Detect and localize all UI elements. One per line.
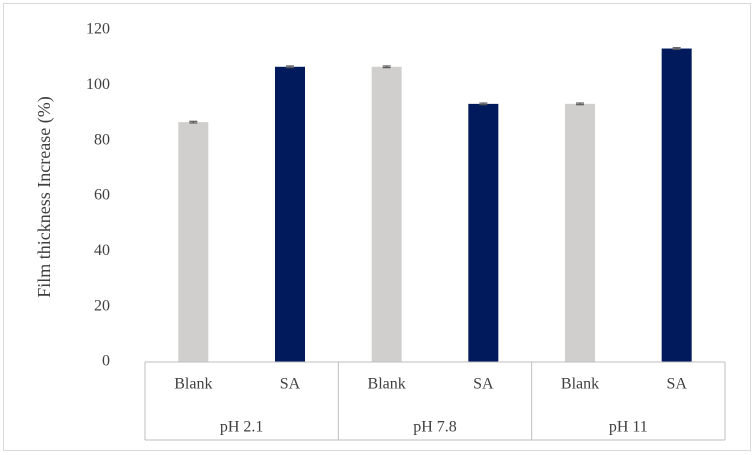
y-tick-label: 60 [94,187,110,204]
error-bar [382,65,391,69]
y-tick-label: 120 [86,21,110,38]
bar [661,48,692,362]
error-bar [576,102,584,106]
bar [468,103,499,363]
y-tick-label: 20 [94,297,110,314]
y-axis-label: Film thickness Increase (%) [34,96,55,297]
y-tick-label: 40 [94,242,110,259]
group-label: pH 2.1 [220,419,264,436]
x-tick-label: SA [666,376,687,393]
y-tick-label: 100 [86,76,110,93]
error-bar [189,120,198,124]
group-label: pH 11 [609,419,648,436]
bar [371,66,402,363]
bar [565,103,595,363]
error-bar [479,102,488,106]
x-tick-label: Blank [561,376,599,393]
x-tick-label: Blank [174,376,212,393]
bar [275,66,305,363]
y-tick-label: 0 [102,353,110,370]
error-bar [672,47,681,50]
y-tick-label: 80 [94,131,110,148]
x-tick-label: Blank [368,376,406,393]
error-bar [286,65,294,69]
x-tick-label: SA [280,376,301,393]
x-tick-label: SA [473,376,494,393]
bar [178,122,209,362]
group-label: pH 7.8 [413,419,457,436]
